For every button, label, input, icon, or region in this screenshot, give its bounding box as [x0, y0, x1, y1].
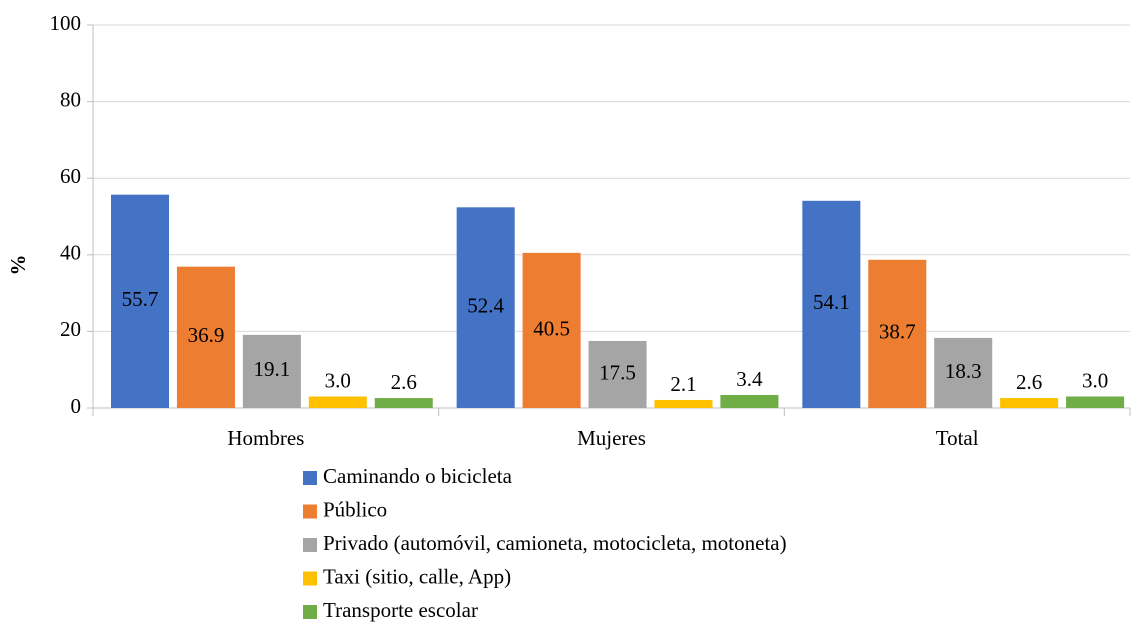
bar — [654, 399, 713, 408]
bar — [111, 194, 170, 408]
data-label: 52.4 — [467, 293, 504, 317]
data-label: 55.7 — [122, 287, 159, 311]
legend-label: Transporte escolar — [323, 598, 478, 622]
bar — [868, 259, 927, 408]
bar — [522, 252, 581, 408]
legend-label: Privado (automóvil, camioneta, motocicle… — [323, 531, 787, 555]
bar — [374, 398, 433, 408]
legend-swatch — [303, 538, 317, 552]
bar — [720, 394, 779, 408]
data-label: 18.3 — [945, 359, 982, 383]
bar — [176, 266, 235, 408]
data-label: 54.1 — [813, 290, 850, 314]
bar — [588, 340, 647, 408]
data-label: 2.6 — [1016, 370, 1042, 394]
data-label: 3.0 — [325, 368, 351, 392]
data-label: 3.0 — [1082, 368, 1108, 392]
x-tick-label: Hombres — [227, 426, 304, 450]
bar — [1066, 396, 1125, 408]
data-label: 3.4 — [736, 367, 763, 391]
legend-swatch — [303, 571, 317, 586]
data-label: 2.6 — [391, 370, 417, 394]
bar — [802, 200, 861, 408]
x-tick-label: Mujeres — [577, 426, 646, 450]
legend-label: Caminando o bicicleta — [323, 464, 513, 488]
legend-swatch — [303, 504, 317, 519]
y-axis-label: % — [6, 255, 30, 276]
y-tick-label: 80 — [60, 87, 81, 111]
y-tick-label: 0 — [71, 394, 82, 418]
bar — [456, 207, 515, 408]
data-label: 2.1 — [670, 372, 696, 396]
bar — [242, 334, 301, 408]
bar — [934, 337, 993, 408]
data-label: 38.7 — [879, 320, 916, 344]
legend-swatch — [303, 605, 317, 619]
data-label: 40.5 — [533, 316, 570, 340]
bar — [1000, 398, 1059, 408]
data-label: 36.9 — [188, 323, 225, 347]
legend-swatch — [303, 471, 317, 485]
data-label: 17.5 — [599, 360, 636, 384]
y-tick-label: 100 — [50, 11, 82, 35]
legend-label: Taxi (sitio, calle, App) — [323, 564, 511, 588]
x-tick-label: Total — [936, 426, 979, 450]
y-tick-label: 20 — [60, 317, 81, 341]
bar — [308, 396, 367, 408]
legend-label: Público — [323, 497, 387, 521]
y-tick-label: 40 — [60, 241, 81, 265]
data-label: 19.1 — [254, 357, 291, 381]
y-tick-label: 60 — [60, 164, 81, 188]
